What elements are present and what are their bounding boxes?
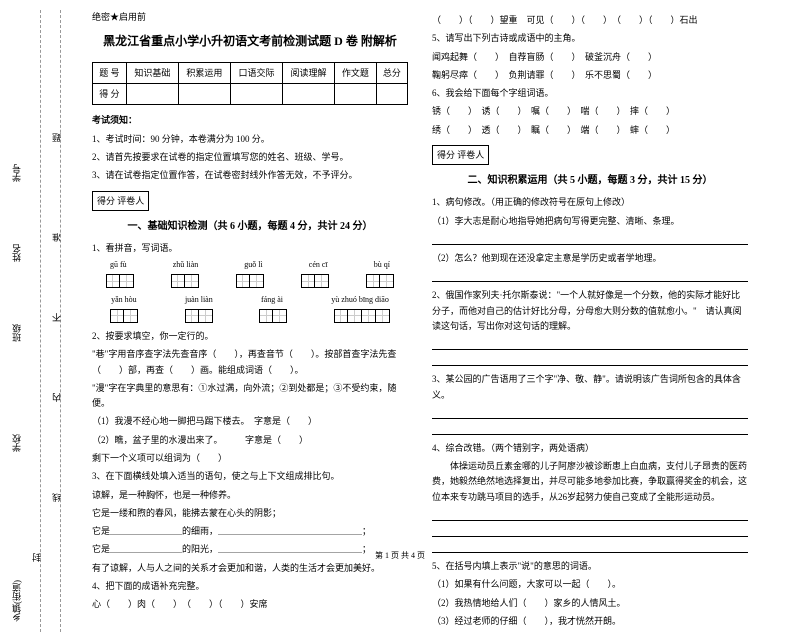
- question-text: 有了谅解，人与人之间的关系才会更加和谐，人类的生活才会更加美好。: [92, 561, 408, 576]
- question-2: 2、按要求填空，你一定行的。: [92, 329, 408, 344]
- answer-blank: [432, 527, 748, 537]
- question-text: （2）我热情地给人们（ ）家乡的人情风土。: [432, 596, 748, 611]
- question-5: 5、请写出下列古诗或成语中的主角。: [432, 31, 748, 46]
- question-text: （1）我漫不经心地一脚把马踢下楼去。 字意是（ ）: [92, 414, 408, 429]
- answer-blank: [432, 340, 748, 350]
- pinyin-row: yǎn hòu juàn liàn fáng ài yù zhuó bīng d…: [92, 294, 408, 307]
- question-text: 体操运动员丘素金哪的儿子阿廖沙被诊断患上白血病，支付儿子昂贵的医药费，她毅然绝然…: [432, 459, 748, 505]
- answer-blank: [432, 425, 748, 435]
- question-6: 6、我会给下面每个字组词语。: [432, 86, 748, 101]
- answer-blank: [432, 409, 748, 419]
- notice-item: 3、请在试卷指定位置作答，在试卷密封线外作答无效，不予评分。: [92, 168, 408, 183]
- th-c1: 知识基础: [126, 62, 178, 83]
- side-label-topic: 题: [50, 133, 63, 142]
- question-text: 心（ ）肉（ ） （ ）（ ）安席: [92, 597, 408, 612]
- side-label-name: 姓名: [10, 244, 23, 262]
- th-c2: 积累运用: [178, 62, 230, 83]
- question-text: "巷"字用音序查字法先查音序（ ），再查音节（ ）。按部首查字法先查（ ）部，再…: [92, 347, 408, 378]
- table-row: 题 号 知识基础 积累运用 口语交际 阅读理解 作文题 总分: [93, 62, 408, 83]
- question-3: 3、在下面横线处填入适当的语句，使之与上下文组成排比句。: [92, 469, 408, 484]
- td-score: 得 分: [93, 83, 127, 104]
- question-text: 它是一缕和煦的春风，能拂去蒙在心头的阴影；: [92, 506, 408, 521]
- question-text: 鞠躬尽瘁（ ） 负荆请罪（ ） 乐不思蜀（ ）: [432, 68, 748, 83]
- question-r5: 5、在括号内填上表示"说"的意思的词语。: [432, 559, 748, 574]
- question-r2: 2、俄国作家列夫·托尔斯泰说："一个人就好像是一个分数，他的实际才能好比分子，而…: [432, 288, 748, 334]
- side-label-inside: 内: [50, 393, 63, 402]
- notice-heading: 考试须知：: [92, 113, 408, 127]
- section-1-title: 一、基础知识检测（共 6 小题，每题 4 分，共计 24 分）: [92, 219, 408, 235]
- left-column: 绝密★启用前 黑龙江省重点小学小升初语文考前检测试题 D 卷 附解析 题 号 知…: [80, 10, 420, 632]
- fold-line: [40, 10, 41, 632]
- question-text: 谅解，是一种胸怀，也是一种修养。: [92, 488, 408, 503]
- confidential-mark: 绝密★启用前: [92, 10, 408, 24]
- side-label-id: 学号: [10, 164, 23, 182]
- notice-item: 2、请首先按要求在试卷的指定位置填写您的姓名、班级、学号。: [92, 150, 408, 165]
- answer-blank: [432, 356, 748, 366]
- th-c5: 作文题: [335, 62, 377, 83]
- notice-item: 1、考试时间：90 分钟，本卷满分为 100 分。: [92, 132, 408, 147]
- question-r3: 3、某公园的广告语用了三个字"净、敬、静"。请说明该广告词所包含的具体含义。: [432, 372, 748, 403]
- question-4: 4、把下面的成语补充完整。: [92, 579, 408, 594]
- question-r1: 1、病句修改。（用正确的修改符号在原句上修改）: [432, 195, 748, 210]
- th-c3: 口语交际: [230, 62, 282, 83]
- score-box: 得分 评卷人: [92, 191, 149, 211]
- th-total: 总分: [376, 62, 407, 83]
- table-row: 得 分: [93, 83, 408, 104]
- question-text: 闻鸡起舞（ ） 自荐盲肠（ ） 破釜沉舟（ ）: [432, 50, 748, 65]
- question-text: （1）李大志是耐心地指导她把病句写得更完整、清晰、条理。: [432, 214, 748, 229]
- right-column: （ ）（ ）望重 可见（ ）（ ） （ ）（ ）石出 5、请写出下列古诗或成语中…: [420, 10, 760, 632]
- question-text: （3）经过老师的仔细（ ），我才恍然开朗。: [432, 614, 748, 629]
- side-label-allow: 准: [50, 233, 63, 242]
- char-grid-row: [92, 274, 408, 288]
- answer-blank: [432, 235, 748, 245]
- section-2-title: 二、知识积累运用（共 5 小题，每题 3 分，共计 15 分）: [432, 173, 748, 189]
- binding-margin: 乡镇(街道) 封 线 学校 内 班级 不 姓名 准 学号 题: [0, 10, 80, 632]
- question-r4: 4、综合改错。（两个错别字，两处语病）: [432, 441, 748, 456]
- question-1: 1、看拼音，写词语。: [92, 241, 408, 256]
- page-footer: 第 1 页 共 4 页: [0, 550, 800, 561]
- question-text: 锈（ ） 诱（ ） 嘱（ ） 喘（ ） 摔（ ）: [432, 104, 748, 119]
- exam-title: 黑龙江省重点小学小升初语文考前检测试题 D 卷 附解析: [92, 32, 408, 51]
- answer-blank: [432, 272, 748, 282]
- th-c4: 阅读理解: [283, 62, 335, 83]
- question-text: （1）如果有什么问题，大家可以一起（ ）。: [432, 577, 748, 592]
- side-label-school: 学校: [10, 434, 23, 452]
- question-text: （2）怎么？他到现在还没拿定主意是学历史或者学地理。: [432, 251, 748, 266]
- answer-blank: [432, 511, 748, 521]
- question-text: （ ）（ ）望重 可见（ ）（ ） （ ）（ ）石出: [432, 13, 748, 28]
- question-text: 它是＿＿＿＿＿＿＿＿的细雨，＿＿＿＿＿＿＿＿＿＿＿＿＿＿＿＿；: [92, 524, 408, 539]
- score-table: 题 号 知识基础 积累运用 口语交际 阅读理解 作文题 总分 得 分: [92, 62, 408, 106]
- question-text: "漫"字在字典里的意思有：①水过满，向外流；②到处都是；③不受约束，随便。: [92, 381, 408, 412]
- char-grid-row: [92, 309, 408, 323]
- th-num: 题 号: [93, 62, 127, 83]
- pinyin-row: gū fù zhǔ liàn guǒ lì cén cī bù qí: [92, 259, 408, 272]
- score-box: 得分 评卷人: [432, 145, 489, 165]
- question-text: （2）瞧，盆子里的水漫出来了。 字意是（ ）: [92, 433, 408, 448]
- side-label-no: 不: [50, 313, 63, 322]
- question-text: 剩下一个义项可以组词为（ ）: [92, 451, 408, 466]
- side-label-class: 班级: [10, 324, 23, 342]
- question-text: 绣（ ） 透（ ） 瞩（ ） 端（ ） 蟀（ ）: [432, 123, 748, 138]
- side-label-line: 线: [50, 493, 63, 502]
- side-label-town: 乡镇(街道): [10, 580, 23, 622]
